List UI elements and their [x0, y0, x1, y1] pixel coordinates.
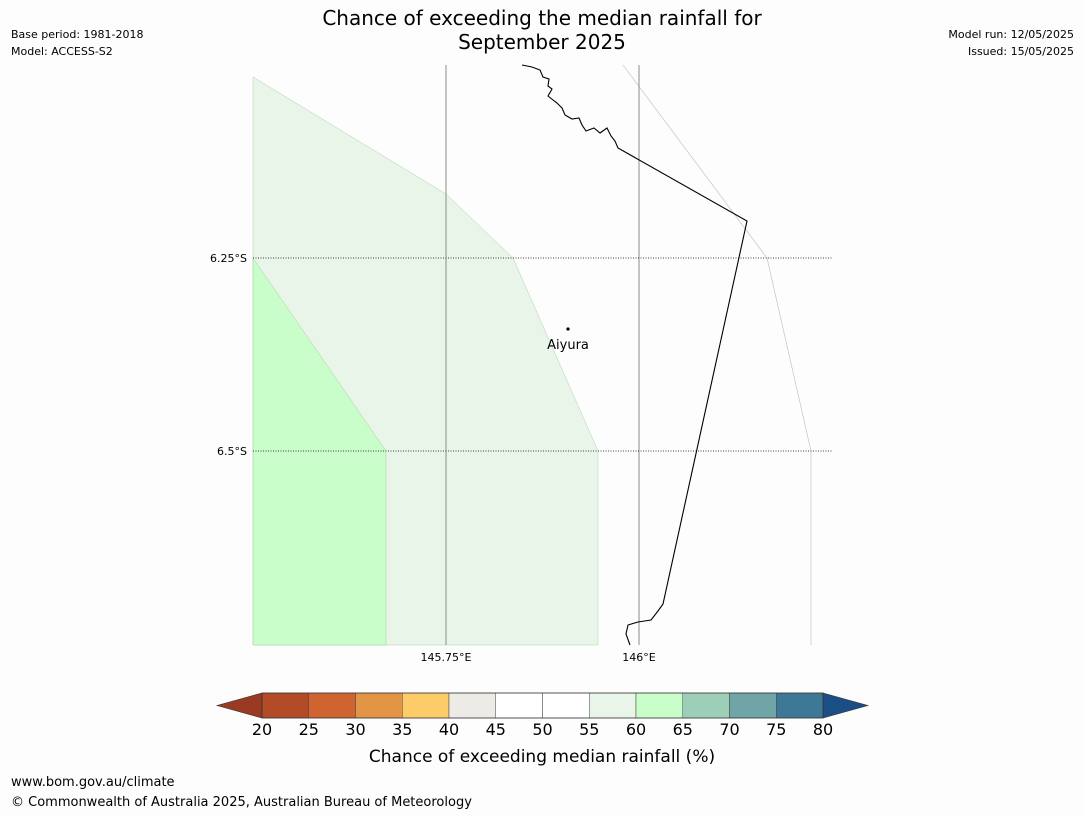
colorbar-segment	[261, 692, 309, 719]
colorbar-tick-label: 55	[579, 720, 599, 739]
lon-label-146: 146°E	[622, 651, 655, 664]
colorbar-outline	[261, 692, 824, 719]
colorbar-tick-label: 25	[299, 720, 319, 739]
colorbar-segment	[542, 692, 590, 719]
colorbar-title: Chance of exceeding median rainfall (%)	[369, 747, 715, 767]
colorbar-tick-label: 70	[719, 720, 739, 739]
lat-label-6-5: 6.5°S	[217, 445, 247, 458]
colorbar-segment	[589, 692, 637, 719]
colorbar-under-arrow	[215, 692, 263, 719]
colorbar-segment	[308, 692, 356, 719]
base-period: Base period: 1981-2018	[11, 28, 144, 41]
model-run: Model run: 12/05/2025	[948, 28, 1074, 41]
colorbar-segment	[495, 692, 543, 719]
colorbar-segment	[355, 692, 403, 719]
header-meta-right: Model run: 12/05/2025 Issued: 15/05/2025	[948, 26, 1074, 60]
colorbar-tick-label: 35	[392, 720, 412, 739]
colorbar-tick-label: 75	[766, 720, 786, 739]
lon-label-145-75: 145.75°E	[421, 651, 472, 664]
colorbar-tick-label: 30	[345, 720, 365, 739]
colorbar-segment	[776, 692, 824, 719]
colorbar-tick-label: 40	[439, 720, 459, 739]
colorbar-tick-label: 50	[532, 720, 552, 739]
colorbar-tick-label: 80	[813, 720, 833, 739]
colorbar-tick-label: 65	[673, 720, 693, 739]
cell-outline	[622, 64, 812, 645]
colorbar-segment	[682, 692, 730, 719]
issued-date: Issued: 15/05/2025	[967, 45, 1074, 58]
model-name: Model: ACCESS-S2	[11, 45, 113, 58]
footer-copyright: © Commonwealth of Australia 2025, Austra…	[11, 795, 472, 810]
title-line-2: September 2025	[458, 30, 626, 54]
place-label: Aiyura	[547, 338, 589, 353]
map-panel: Aiyura 6.25°S 6.5°S 145.75°E 146°E	[210, 64, 832, 664]
colorbar-tick-label: 45	[486, 720, 506, 739]
colorbar-segment	[635, 692, 683, 719]
colorbar-segment	[448, 692, 496, 719]
colorbar: 20 25 30 35 40 45 50 55 60 65 70 75 80	[215, 692, 870, 739]
colorbar-tick-label: 20	[252, 720, 272, 739]
header-meta-left: Base period: 1981-2018 Model: ACCESS-S2	[11, 26, 143, 60]
place-marker	[566, 327, 570, 331]
colorbar-tick-label: 60	[626, 720, 646, 739]
colorbar-segment	[729, 692, 777, 719]
title-line-1: Chance of exceeding the median rainfall …	[322, 6, 762, 30]
colorbar-segment	[402, 692, 450, 719]
colorbar-over-arrow	[822, 692, 870, 719]
coastline	[521, 64, 748, 646]
page-title: Chance of exceeding the median rainfall …	[242, 6, 842, 54]
lat-label-6-25: 6.25°S	[210, 252, 247, 265]
footer-url: www.bom.gov.au/climate	[11, 775, 175, 790]
region-60-65	[252, 257, 387, 646]
